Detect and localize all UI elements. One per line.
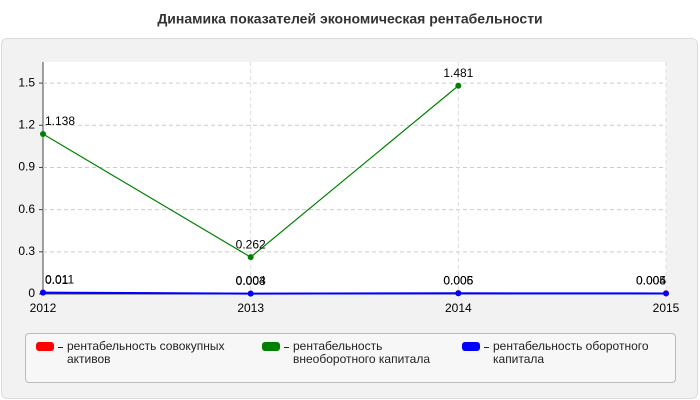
y-tick-label: 1.5: [18, 75, 35, 89]
legend-label: рентабельность оборотного капитала: [493, 339, 649, 366]
y-tick-label: 1.2: [18, 117, 35, 131]
data-point: [40, 289, 46, 296]
data-label: 0.011: [45, 273, 74, 287]
y-tick-label: 0: [28, 286, 35, 300]
legend-swatch: [462, 342, 480, 351]
data-label: 0.262: [236, 237, 266, 251]
legend-swatch: [262, 342, 280, 351]
data-label: 0.004: [236, 274, 266, 288]
data-label: 1.138: [45, 114, 75, 128]
data-label: 0.005: [443, 273, 473, 287]
y-tick-label: 0.9: [18, 160, 35, 174]
legend-label: рентабельность внеоборотного капитала: [293, 339, 430, 366]
x-tick-label: 2013: [237, 301, 264, 315]
data-label: 0.01: [45, 273, 69, 287]
legend-label: рентабельность совокупных активов: [67, 339, 225, 366]
legend-dash: [484, 347, 489, 348]
data-label: 0.006: [443, 273, 473, 287]
data-point: [455, 290, 462, 297]
data-point: [40, 130, 46, 137]
data-point: [247, 254, 254, 261]
chart-title: Динамика показателей экономическая рента…: [157, 11, 542, 27]
legend-dash: [284, 347, 289, 348]
x-tick-label: 2015: [653, 301, 680, 315]
legend: рентабельность совокупных активов рентабе…: [25, 333, 676, 383]
legend-dash: [58, 347, 63, 348]
data-label: 0.005: [636, 273, 666, 287]
data-point: [663, 290, 669, 297]
data-point: [455, 82, 462, 89]
data-label: 0.004: [636, 274, 666, 288]
series-line: [42, 291, 667, 295]
legend-swatch: [36, 342, 54, 351]
x-tick-label: 2012: [30, 301, 57, 315]
y-tick-label: 0.6: [18, 202, 35, 216]
legend-item[interactable]: рентабельность оборотного капитала: [462, 340, 658, 366]
x-tick-label: 2014: [445, 301, 472, 315]
y-tick-label: 0.3: [18, 244, 35, 258]
legend-item[interactable]: рентабельность совокупных активов: [36, 340, 232, 366]
data-label: 0.003: [236, 274, 266, 288]
data-label: 1.481: [443, 66, 473, 80]
data-point: [247, 290, 254, 297]
legend-item[interactable]: рентабельность внеоборотного капитала: [262, 340, 458, 366]
plot-area: [43, 62, 666, 294]
